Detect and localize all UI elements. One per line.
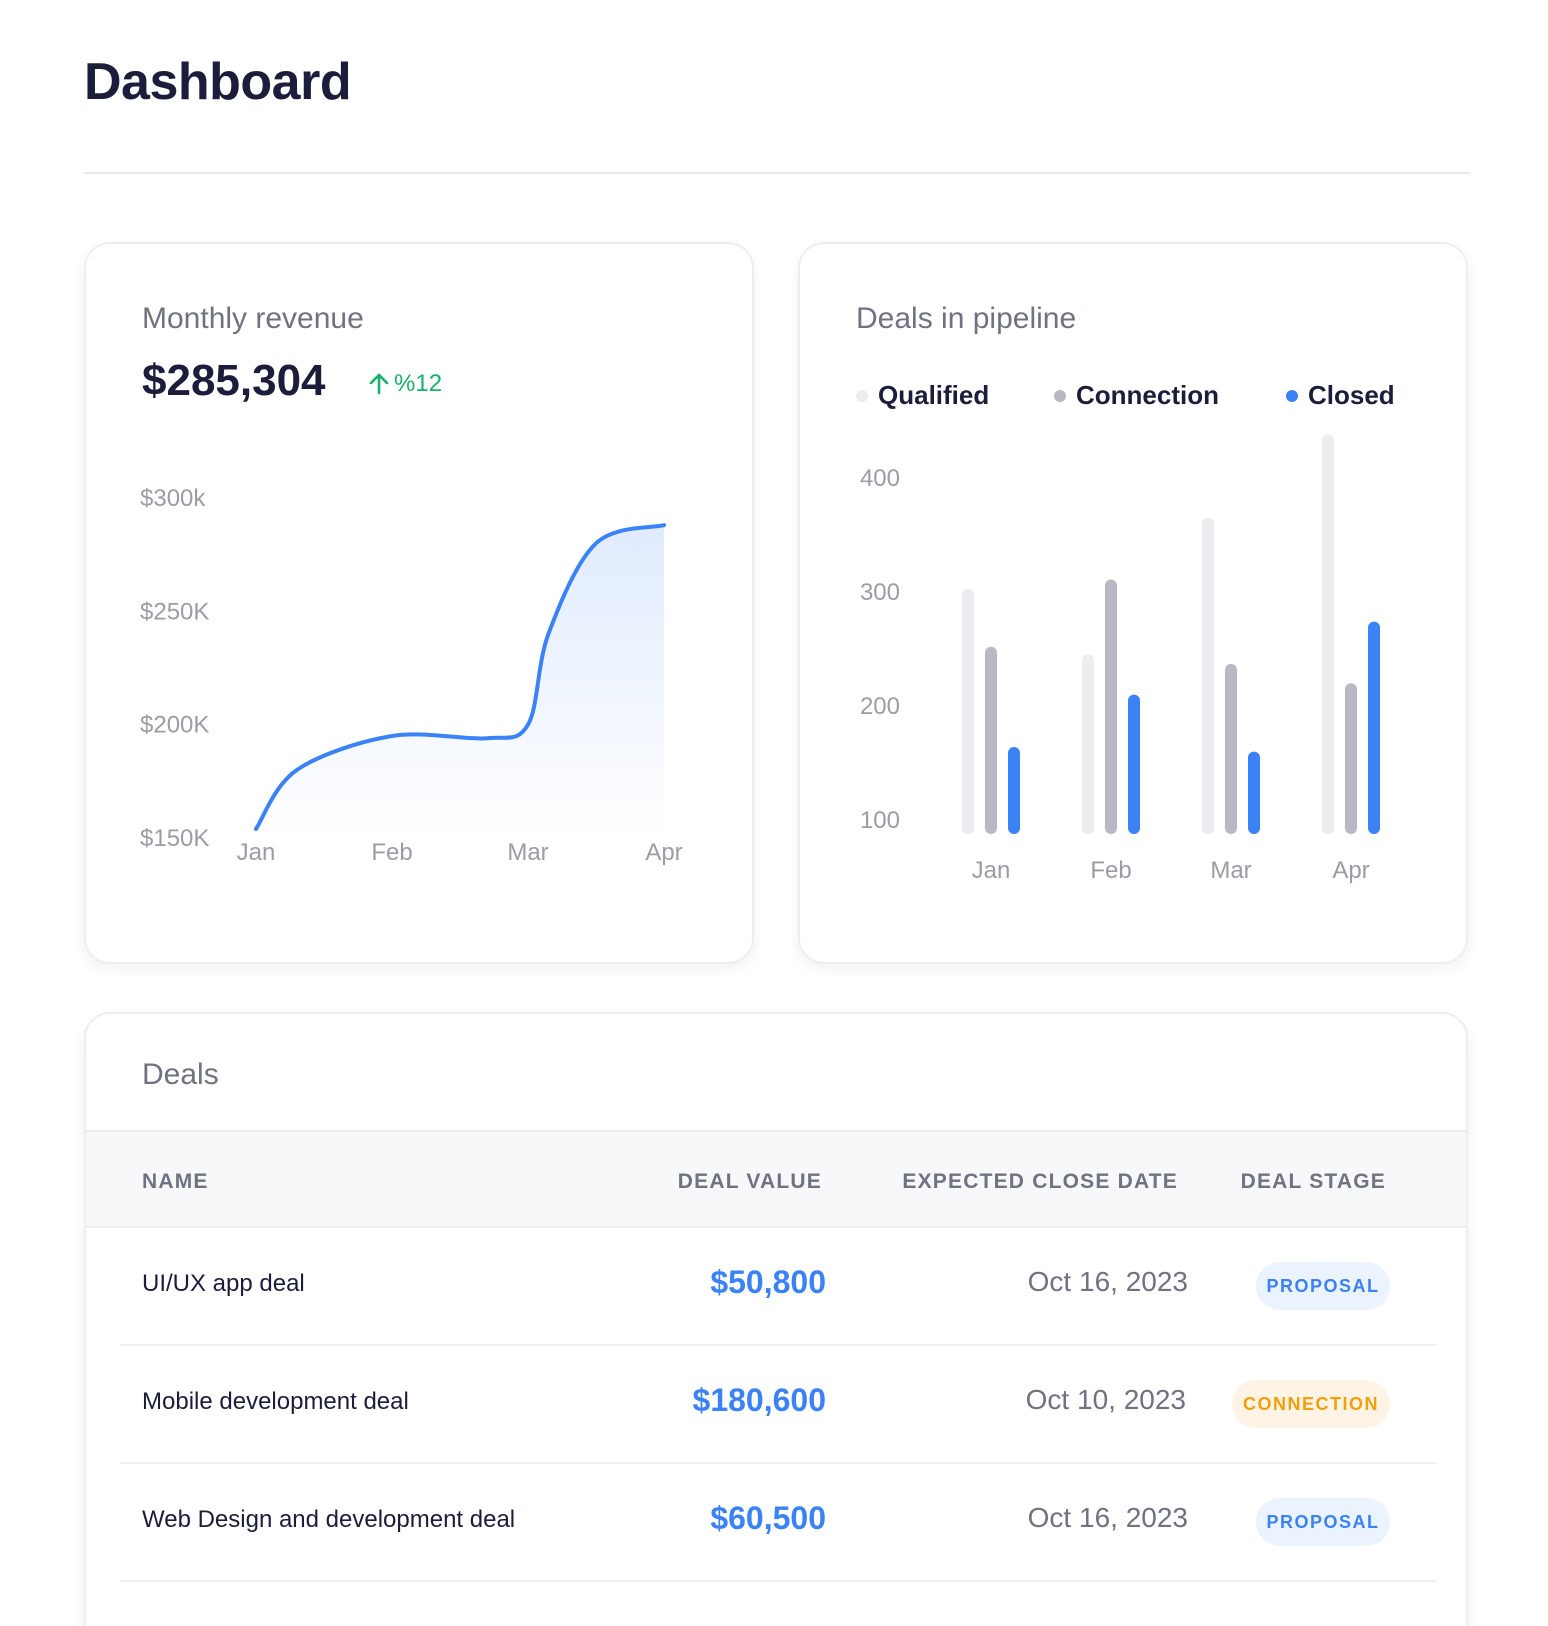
revenue-label: Monthly revenue [142, 302, 364, 335]
x-tick-label: Apr [645, 839, 682, 866]
legend-label-closed: Closed [1308, 380, 1395, 410]
bar-connection [985, 646, 997, 834]
revenue-chart: $150K $200K $250K $300k Jan Feb Mar Apr [140, 485, 683, 866]
legend-dot-connection [1054, 389, 1066, 402]
arrow-up-icon [369, 373, 389, 395]
pipeline-chart: 100 200 300 400 Jan Feb Mar Apr [860, 434, 1380, 884]
deal-name: Web Design and development deal [142, 1506, 516, 1533]
y-tick-label: $250K [140, 598, 209, 625]
stage-badge: PROPOSAL [1256, 1262, 1390, 1310]
bar-qualified [962, 588, 974, 834]
bar-connection [1225, 663, 1237, 834]
bar-qualified [1322, 434, 1334, 834]
deal-value: $180,600 [692, 1382, 826, 1418]
column-header-deal-value[interactable]: DEAL VALUE [677, 1170, 822, 1193]
deal-value: $50,800 [710, 1264, 826, 1300]
y-tick-label: 100 [860, 807, 900, 834]
table-header: NAME DEAL VALUE EXPECTED CLOSE DATE DEAL… [86, 1130, 1466, 1228]
x-tick-label: Mar [507, 839, 548, 866]
legend-label-qualified: Qualified [878, 380, 990, 410]
deal-close-date: Oct 10, 2023 [1025, 1384, 1186, 1415]
revenue-change: %12 [368, 370, 442, 398]
bar-closed [1248, 751, 1260, 834]
column-header-close-date[interactable]: EXPECTED CLOSE DATE [902, 1170, 1178, 1193]
revenue-change-value: %12 [394, 370, 443, 397]
column-header-name[interactable]: NAME [142, 1170, 209, 1193]
x-tick-label: Feb [371, 839, 412, 866]
y-tick-label: 200 [860, 693, 900, 720]
bar-closed [1368, 621, 1380, 834]
legend-qualified: Qualified [856, 380, 989, 411]
table-row[interactable]: UI/UX app deal $50,800 Oct 16, 2023 PROP… [120, 1228, 1436, 1346]
y-tick-label: 300 [860, 579, 900, 606]
y-tick-label: 400 [860, 465, 900, 492]
bar-connection [1105, 579, 1117, 834]
y-tick-label: $300k [140, 485, 206, 512]
deal-close-date: Oct 16, 2023 [1027, 1266, 1188, 1297]
legend-dot-qualified [856, 389, 868, 402]
revenue-line [254, 523, 666, 831]
deals-title: Deals [142, 1058, 219, 1091]
x-tick-label: Jan [237, 839, 276, 866]
bar-qualified [1202, 517, 1214, 834]
x-tick-label: Feb [1090, 857, 1131, 884]
monthly-revenue-card: Monthly revenue $285,304 %12 $150K $200K $… [84, 242, 754, 964]
revenue-area [256, 525, 664, 838]
x-tick-label: Apr [1332, 857, 1369, 884]
legend-dot-closed [1286, 389, 1298, 402]
deals-card: Deals NAME DEAL VALUE EXPECTED CLOSE DAT… [84, 1012, 1468, 1626]
revenue-value: $285,304 [142, 356, 326, 405]
deal-name: Mobile development deal [142, 1388, 409, 1415]
legend-closed: Closed [1286, 380, 1395, 411]
stage-badge: CONNECTION [1232, 1380, 1390, 1428]
bar-connection [1345, 683, 1357, 834]
table-row[interactable]: Mobile development deal $180,600 Oct 10,… [120, 1346, 1436, 1464]
page-title: Dashboard [84, 53, 352, 111]
x-tick-label: Jan [972, 857, 1011, 884]
x-tick-label: Mar [1210, 857, 1251, 884]
bar-qualified [1082, 654, 1094, 834]
header-divider [84, 172, 1470, 174]
deal-name: UI/UX app deal [142, 1270, 305, 1297]
y-tick-label: $200K [140, 712, 209, 739]
bar-closed [1128, 694, 1140, 834]
deals-pipeline-card: Deals in pipeline Qualified Connection C… [798, 242, 1468, 964]
stage-badge: PROPOSAL [1256, 1498, 1390, 1546]
table-row[interactable]: Web Design and development deal $60,500 … [120, 1464, 1436, 1582]
bar-closed [1008, 747, 1020, 834]
legend-label-connection: Connection [1076, 380, 1219, 410]
deal-close-date: Oct 16, 2023 [1027, 1502, 1188, 1533]
legend-connection: Connection [1054, 380, 1219, 411]
deal-value: $60,500 [710, 1500, 826, 1536]
pipeline-label: Deals in pipeline [856, 302, 1077, 335]
column-header-deal-stage[interactable]: DEAL STAGE [1240, 1170, 1386, 1193]
y-tick-label: $150K [140, 825, 209, 852]
